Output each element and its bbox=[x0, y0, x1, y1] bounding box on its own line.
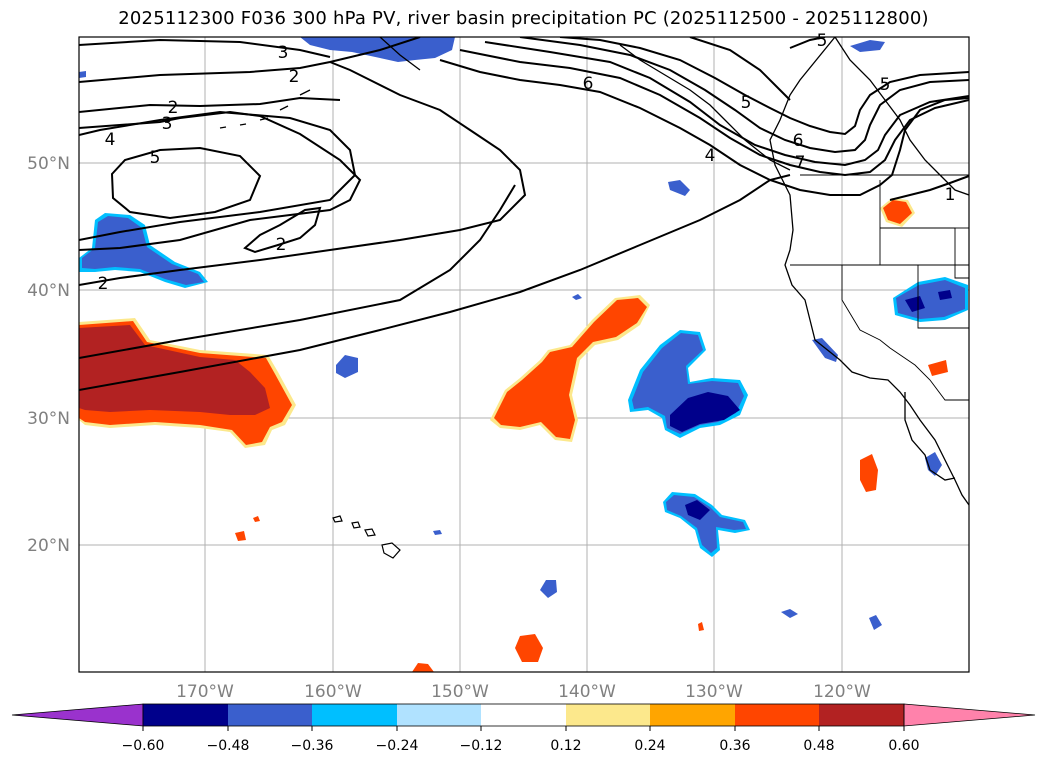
colorbar-tick-label: 0.24 bbox=[634, 738, 665, 754]
colorbar-segment bbox=[819, 704, 904, 726]
lon-label-150w: 150°W bbox=[431, 682, 489, 702]
lon-label-120w: 120°W bbox=[813, 682, 871, 702]
colorbar-extend-low bbox=[11, 703, 144, 727]
lat-label-20n: 20°N bbox=[27, 536, 70, 556]
colorbar-ticks bbox=[142, 726, 905, 731]
contour-label: 4 bbox=[105, 130, 116, 150]
lon-label-160w: 160°W bbox=[304, 682, 362, 702]
contour-label: 5 bbox=[150, 148, 161, 168]
colorbar: −0.60 −0.48 −0.36 −0.24 −0.12 0.12 0.24 … bbox=[11, 703, 1036, 754]
lon-label-140w: 140°W bbox=[558, 682, 616, 702]
map-frame bbox=[78, 36, 970, 673]
contour-labels: 3 2 2 3 4 5 2 2 6 5 5 5 6 4 7 1 bbox=[98, 31, 956, 294]
contour-label: 2 bbox=[289, 67, 300, 87]
colorbar-tick-label: −0.24 bbox=[376, 738, 419, 754]
precip-positive-west bbox=[79, 318, 296, 448]
colorbar-segment bbox=[228, 704, 312, 726]
colorbar-tick-label: −0.60 bbox=[122, 738, 165, 754]
contour-label: 3 bbox=[162, 114, 173, 134]
colorbar-tick-label: 0.36 bbox=[719, 738, 750, 754]
pv-contours bbox=[79, 37, 969, 391]
state-borders bbox=[790, 174, 969, 401]
map-content bbox=[79, 37, 969, 672]
contour-label: 5 bbox=[741, 93, 752, 113]
contour-label: 6 bbox=[793, 131, 804, 151]
lat-label-50n: 50°N bbox=[27, 154, 70, 174]
colorbar-tick-label: −0.36 bbox=[291, 738, 334, 754]
colorbar-segment bbox=[397, 704, 481, 726]
colorbar-segment bbox=[566, 704, 650, 726]
contour-label: 3 bbox=[278, 43, 289, 63]
colorbar-segment bbox=[312, 704, 397, 726]
contour-label: 2 bbox=[98, 274, 109, 294]
colorbar-extend-high bbox=[903, 703, 1036, 727]
contour-label: 5 bbox=[880, 75, 891, 95]
hawaii-islands bbox=[332, 515, 401, 559]
colorbar-segment bbox=[650, 704, 735, 726]
contour-label: 2 bbox=[276, 235, 287, 255]
contour-label: 5 bbox=[817, 31, 828, 51]
contour-label: 4 bbox=[705, 146, 716, 166]
colorbar-frame bbox=[142, 703, 905, 727]
longitude-labels: 170°W 160°W 150°W 140°W 130°W 120°W bbox=[176, 682, 871, 702]
precip-positive-central bbox=[490, 295, 650, 442]
latitude-labels: 50°N 40°N 30°N 20°N bbox=[27, 154, 70, 556]
map-title: 2025112300 F036 300 hPa PV, river basin … bbox=[118, 8, 929, 29]
contour-label: 7 bbox=[795, 153, 806, 173]
colorbar-tick-label: 0.12 bbox=[550, 738, 581, 754]
lon-label-130w: 130°W bbox=[685, 682, 743, 702]
precip-positive-small bbox=[235, 198, 948, 672]
colorbar-segment bbox=[735, 704, 819, 726]
colorbar-tick-label: −0.48 bbox=[207, 738, 250, 754]
lat-label-40n: 40°N bbox=[27, 281, 70, 301]
colorbar-tick-label: −0.12 bbox=[460, 738, 503, 754]
contour-label: 6 bbox=[583, 74, 594, 94]
contour-label: 2 bbox=[168, 98, 179, 118]
colorbar-segment bbox=[481, 704, 566, 726]
lon-label-170w: 170°W bbox=[176, 682, 234, 702]
lat-label-30n: 30°N bbox=[27, 409, 70, 429]
contour-label: 1 bbox=[945, 185, 956, 205]
colorbar-tick-label: 0.60 bbox=[888, 738, 919, 754]
colorbar-segment bbox=[143, 704, 228, 726]
precip-negative bbox=[79, 37, 968, 630]
colorbar-tick-label: 0.48 bbox=[803, 738, 834, 754]
